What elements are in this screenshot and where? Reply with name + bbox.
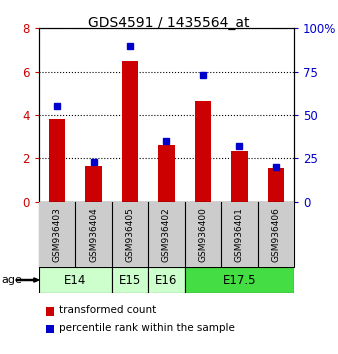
Bar [112, 267, 148, 293]
Text: GSM936406: GSM936406 [271, 207, 280, 262]
Text: GSM936403: GSM936403 [53, 207, 62, 262]
Bar [158, 145, 175, 202]
Text: E15: E15 [119, 274, 141, 286]
Text: E14: E14 [64, 274, 87, 286]
Text: GSM936400: GSM936400 [198, 207, 208, 262]
Bar [122, 61, 138, 202]
Bar [195, 101, 211, 202]
Bar [185, 202, 221, 267]
Text: GDS4591 / 1435564_at: GDS4591 / 1435564_at [88, 16, 250, 30]
Bar [49, 119, 65, 202]
Bar [148, 202, 185, 267]
Bar [112, 202, 148, 267]
Bar [221, 202, 258, 267]
Text: age: age [2, 275, 23, 285]
Text: transformed count: transformed count [59, 306, 156, 315]
Text: GSM936402: GSM936402 [162, 207, 171, 262]
Text: percentile rank within the sample: percentile rank within the sample [59, 323, 235, 333]
Text: E17.5: E17.5 [223, 274, 256, 286]
Bar [39, 202, 75, 267]
Text: E16: E16 [155, 274, 178, 286]
Text: GSM936405: GSM936405 [125, 207, 135, 262]
Bar [258, 202, 294, 267]
Bar [268, 168, 284, 202]
Bar [185, 267, 294, 293]
Text: GSM936404: GSM936404 [89, 207, 98, 262]
Text: GSM936401: GSM936401 [235, 207, 244, 262]
Bar [86, 166, 102, 202]
Bar [231, 151, 247, 202]
Bar [75, 202, 112, 267]
Bar [39, 267, 112, 293]
Bar [148, 267, 185, 293]
